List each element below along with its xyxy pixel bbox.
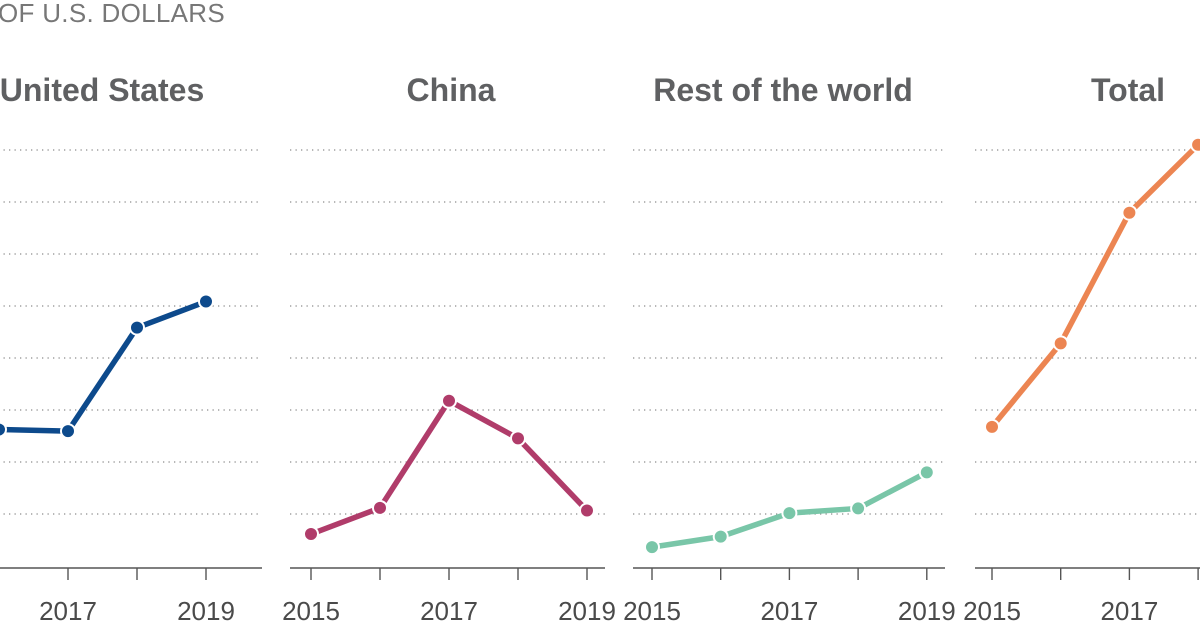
data-point <box>510 430 526 447</box>
data-point <box>198 293 214 310</box>
data-point <box>1052 335 1069 352</box>
data-point <box>712 528 729 545</box>
data-point <box>984 418 1000 435</box>
data-point <box>918 464 935 481</box>
chart-panel: United States201520172019 <box>0 72 262 626</box>
data-point <box>579 502 595 519</box>
data-point <box>0 421 7 438</box>
data-point <box>850 500 867 517</box>
chart-panel: Rest of the world 2015 2017 2019 <box>623 72 956 626</box>
data-point <box>1190 136 1200 153</box>
panel-title: Total <box>1091 72 1165 108</box>
panel-title: United States <box>0 72 204 108</box>
x-tick-label: 2019 <box>177 596 235 626</box>
x-tick-label: 2017 <box>1100 596 1158 626</box>
unit-label: OF U.S. DOLLARS <box>0 0 225 28</box>
x-tick-label: 2017 <box>760 596 818 626</box>
x-tick-label: 2017 <box>39 596 97 626</box>
data-point <box>60 423 76 440</box>
data-point <box>303 526 319 543</box>
data-point <box>441 392 457 409</box>
chart-panel: Total201520172019 <box>963 72 1200 626</box>
series-line <box>989 139 1200 430</box>
panel-title: China <box>407 72 496 108</box>
series-line <box>308 398 590 537</box>
data-point <box>129 319 145 336</box>
x-tick-label: 2015 <box>963 596 1021 626</box>
x-tick-label: 2019 <box>898 596 956 626</box>
x-tick-label: 2017 <box>420 596 478 626</box>
series-line <box>0 298 209 434</box>
x-tick-label: 2019 <box>558 596 616 626</box>
x-tick-label: 2015 <box>623 596 681 626</box>
data-point <box>644 539 660 556</box>
panel-title: Rest of the world <box>653 72 913 108</box>
chart-panel: China 2015 2017 2019 <box>282 72 616 626</box>
x-tick-label: 2015 <box>282 596 340 626</box>
data-point <box>1121 204 1138 221</box>
data-point <box>781 505 798 522</box>
data-point <box>372 499 388 516</box>
